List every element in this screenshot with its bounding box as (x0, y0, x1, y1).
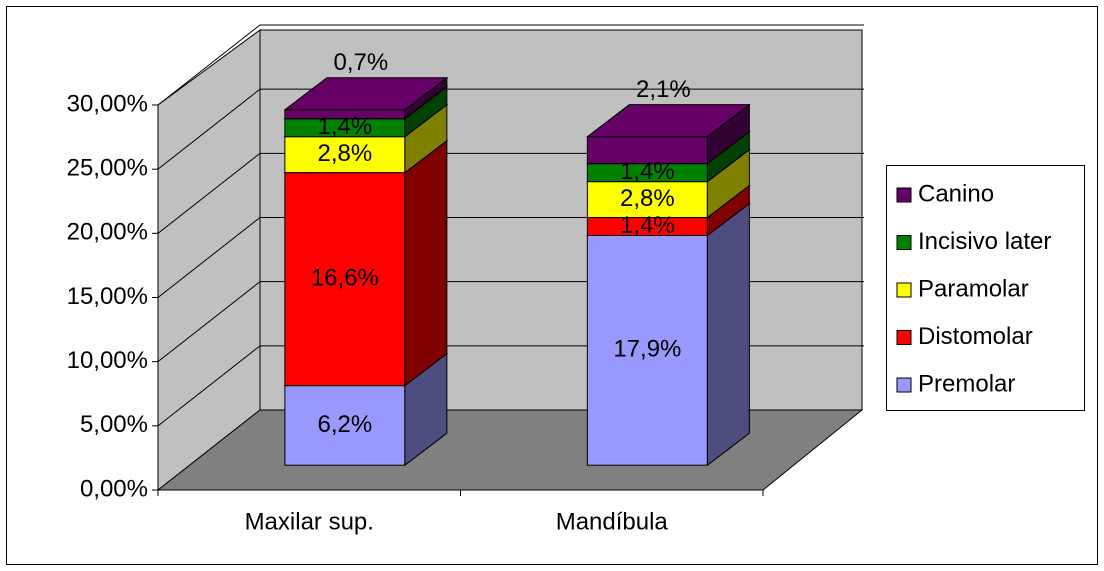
y-tick-label: 0,00% (80, 475, 148, 502)
value-label: 0,7% (334, 49, 389, 76)
bar-top (283, 77, 449, 111)
bar-side (404, 139, 448, 387)
value-label: 1,4% (620, 212, 675, 239)
bar-front (586, 181, 708, 219)
value-label: 1,4% (318, 113, 373, 140)
legend-swatch (896, 330, 912, 345)
grid-line (157, 24, 864, 106)
bar-front (586, 234, 708, 466)
legend-label: Canino (918, 180, 994, 207)
legend-swatch (896, 235, 912, 250)
side-wall (157, 29, 261, 492)
bar-front (284, 385, 406, 466)
legend (886, 165, 1085, 411)
y-tick-label: 25,00% (67, 155, 148, 182)
legend-label: Incisivo later (918, 228, 1051, 255)
value-label: 2,8% (318, 140, 373, 167)
legend-label: Paramolar (918, 275, 1029, 302)
bar-front (586, 136, 708, 165)
value-label: 16,6% (311, 264, 379, 291)
y-tick-label: 15,00% (67, 283, 148, 310)
value-label: 2,1% (636, 76, 691, 103)
bar-front (284, 172, 406, 387)
value-label: 2,8% (620, 185, 675, 212)
grid-line (157, 88, 864, 170)
legend-label: Premolar (918, 370, 1015, 397)
value-label: 1,4% (620, 158, 675, 185)
bar-top (585, 104, 751, 138)
y-tick-label: 20,00% (67, 219, 148, 246)
floor (156, 409, 864, 491)
legend-swatch (896, 377, 912, 393)
bar-side (706, 202, 750, 467)
plot (157, 24, 864, 467)
value-label: 6,2% (318, 411, 373, 438)
x-tick-label: Maxilar sup. (245, 508, 374, 535)
legend-swatch (896, 282, 912, 298)
y-tick-label: 5,00% (80, 411, 148, 438)
legend-label: Distomolar (918, 323, 1033, 350)
value-label: 17,9% (613, 336, 681, 363)
bar-front (284, 136, 406, 174)
x-tick-label: Mandíbula (556, 508, 669, 535)
y-tick-label: 10,00% (67, 347, 148, 374)
legend-swatch (896, 187, 912, 203)
y-tick-label: 30,00% (67, 90, 148, 117)
